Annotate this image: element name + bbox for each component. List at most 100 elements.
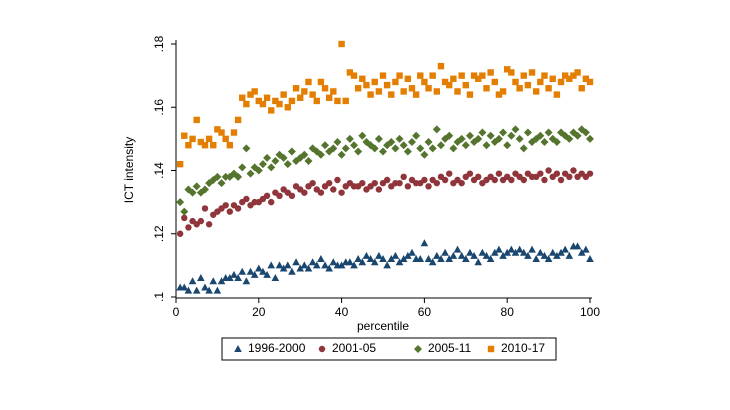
legend-marker xyxy=(318,345,326,353)
point xyxy=(495,245,503,253)
point xyxy=(243,195,250,203)
point xyxy=(197,274,205,282)
point xyxy=(325,179,333,187)
point xyxy=(301,189,308,196)
point xyxy=(412,91,420,98)
point xyxy=(507,245,516,253)
point xyxy=(226,142,234,149)
point xyxy=(337,150,346,159)
point xyxy=(222,202,229,209)
point xyxy=(404,75,412,82)
point xyxy=(359,75,366,82)
point xyxy=(329,258,338,266)
point xyxy=(519,144,528,153)
point xyxy=(201,283,209,291)
point xyxy=(247,91,254,98)
point xyxy=(429,72,436,79)
point xyxy=(359,179,366,187)
point xyxy=(458,179,465,187)
point xyxy=(301,88,308,95)
point xyxy=(201,205,209,212)
point xyxy=(445,255,454,263)
point xyxy=(217,179,226,188)
point xyxy=(375,251,383,259)
point xyxy=(188,188,197,197)
point xyxy=(379,72,387,79)
point xyxy=(462,255,470,263)
point xyxy=(416,144,425,153)
point xyxy=(209,277,218,285)
point xyxy=(176,198,185,207)
point xyxy=(432,125,441,134)
point xyxy=(565,134,574,143)
point xyxy=(490,248,499,256)
point xyxy=(433,88,441,95)
point xyxy=(462,81,469,89)
point xyxy=(283,261,292,269)
point xyxy=(437,255,445,263)
point xyxy=(379,255,387,263)
point xyxy=(180,283,189,291)
point xyxy=(317,189,325,196)
point xyxy=(176,230,184,237)
point xyxy=(407,138,416,147)
point xyxy=(350,261,358,269)
x-tick-label: 20 xyxy=(252,305,266,319)
point xyxy=(346,258,354,266)
point xyxy=(470,72,478,79)
point xyxy=(487,69,494,76)
point xyxy=(508,176,515,184)
point xyxy=(296,264,304,272)
point xyxy=(346,69,354,76)
point xyxy=(297,94,304,101)
point xyxy=(246,267,255,275)
point xyxy=(425,85,432,92)
point xyxy=(268,107,275,114)
point xyxy=(218,129,225,136)
point xyxy=(341,144,350,153)
point xyxy=(330,88,337,95)
point xyxy=(499,88,507,95)
point xyxy=(461,141,470,150)
point xyxy=(544,128,553,137)
point xyxy=(234,172,243,181)
point xyxy=(205,286,213,294)
point xyxy=(279,264,288,272)
point xyxy=(354,85,362,92)
legend-box xyxy=(221,337,557,361)
point xyxy=(566,173,573,181)
point xyxy=(582,245,590,253)
point xyxy=(333,138,342,147)
point xyxy=(304,157,313,166)
point xyxy=(300,150,309,159)
point xyxy=(483,85,490,92)
point xyxy=(515,245,524,253)
point xyxy=(288,267,296,275)
point xyxy=(345,134,354,143)
point xyxy=(201,142,209,149)
point xyxy=(383,261,391,269)
point xyxy=(267,261,276,269)
point xyxy=(358,131,367,140)
point xyxy=(234,274,242,282)
point xyxy=(350,141,359,150)
point xyxy=(383,176,391,184)
point xyxy=(523,128,532,137)
point xyxy=(479,72,486,79)
point xyxy=(474,134,483,143)
point xyxy=(528,245,536,253)
point xyxy=(424,138,433,147)
point xyxy=(309,179,316,187)
point xyxy=(263,94,271,101)
x-tick-label: 40 xyxy=(335,305,349,319)
point xyxy=(234,116,242,124)
point xyxy=(408,248,416,256)
point xyxy=(292,85,300,92)
point xyxy=(239,94,246,101)
point xyxy=(573,242,582,250)
point xyxy=(259,100,267,108)
point xyxy=(503,248,511,256)
point xyxy=(317,78,325,86)
point xyxy=(474,258,483,266)
